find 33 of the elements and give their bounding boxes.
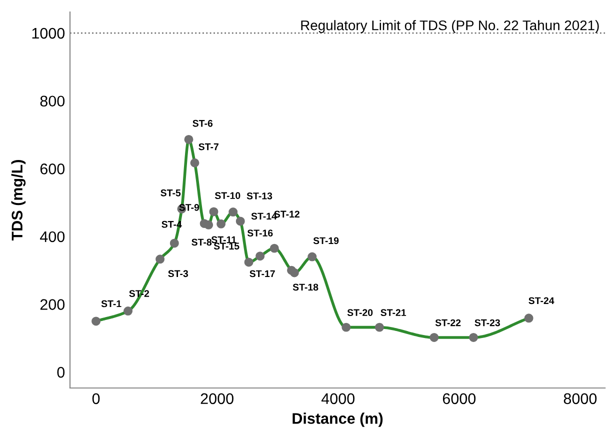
data-label: ST-21 bbox=[380, 309, 406, 316]
data-label: ST-15 bbox=[214, 242, 240, 250]
data-label: ST-24 bbox=[528, 297, 554, 304]
data-label: ST-18 bbox=[292, 284, 318, 291]
y-tick-label: 600 bbox=[40, 164, 65, 174]
y-tick-label: 0 bbox=[57, 366, 65, 378]
x-tick-label: 0 bbox=[92, 393, 100, 404]
data-label: ST-23 bbox=[474, 319, 500, 326]
data-label: ST-19 bbox=[313, 237, 339, 244]
data-label: ST-22 bbox=[435, 319, 461, 326]
data-label: ST-20 bbox=[347, 309, 373, 316]
x-tick-label: 6000 bbox=[442, 393, 476, 404]
data-label: ST-16 bbox=[247, 230, 273, 236]
data-label: ST-1 bbox=[101, 300, 122, 308]
data-label: ST-17 bbox=[250, 270, 275, 278]
data-label: ST-11 bbox=[211, 236, 236, 244]
x-tick-label: 8000 bbox=[564, 393, 597, 404]
data-label: ST-7 bbox=[198, 143, 218, 150]
x-tick-label: 2000 bbox=[200, 393, 234, 404]
data-label: ST-5 bbox=[160, 189, 181, 196]
x-axis-title: Distance (m) bbox=[292, 412, 383, 427]
ref-line-label: Regulatory Limit of TDS (PP No. 22 Tahun 2021) bbox=[301, 20, 599, 34]
y-tick-label: 1000 bbox=[32, 28, 65, 39]
data-label: ST-6 bbox=[192, 120, 213, 127]
y-tick-label: 800 bbox=[40, 96, 65, 107]
y-tick-label: 200 bbox=[40, 299, 65, 310]
x-tick-label: 4000 bbox=[321, 393, 355, 404]
y-tick-label: 400 bbox=[40, 231, 65, 242]
data-label: ST-10 bbox=[214, 192, 240, 200]
data-label: ST-8 bbox=[192, 238, 212, 246]
y-axis-title: TDS (mg/L) bbox=[11, 160, 26, 241]
data-label: ST-13 bbox=[246, 192, 272, 200]
data-label: ST-3 bbox=[168, 270, 188, 278]
